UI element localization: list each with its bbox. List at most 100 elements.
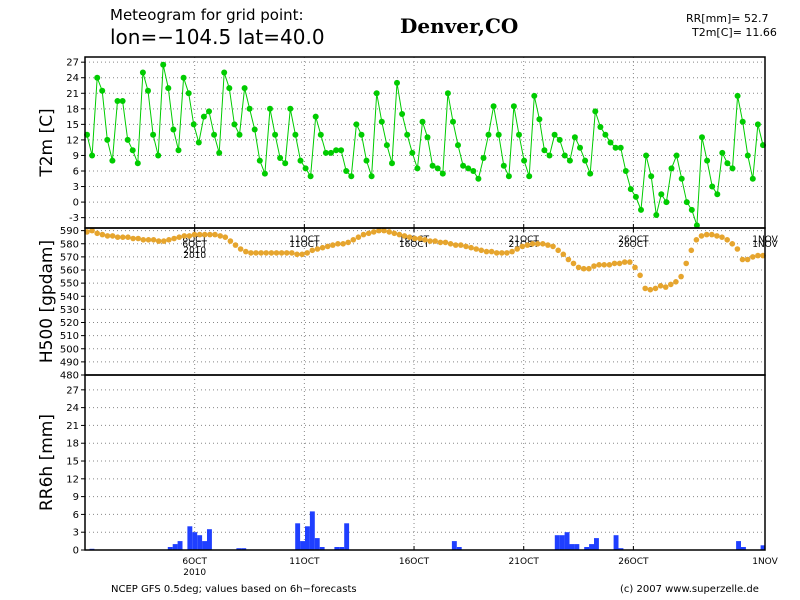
t2m-point bbox=[282, 160, 289, 167]
h500-point bbox=[724, 237, 730, 243]
t2m-point bbox=[455, 142, 461, 149]
h500-point bbox=[755, 252, 761, 259]
y-tick-label: 15 bbox=[66, 120, 79, 131]
t2m-point bbox=[236, 131, 243, 138]
h500-point bbox=[391, 230, 398, 237]
t2m-point bbox=[617, 144, 624, 151]
t2m-point bbox=[373, 90, 380, 97]
header-line1: Meteogram for grid point: bbox=[110, 6, 304, 24]
t2m-point bbox=[139, 69, 146, 76]
h500-point bbox=[524, 242, 531, 248]
y-tick-label: 490 bbox=[60, 357, 79, 368]
t2m-point bbox=[404, 131, 411, 138]
h500-point bbox=[642, 285, 648, 292]
t2m-point bbox=[450, 118, 456, 125]
x-tick-label: 26OCT bbox=[618, 557, 649, 567]
h500-point bbox=[478, 247, 485, 254]
h500-point bbox=[171, 235, 177, 242]
t2m-point bbox=[307, 173, 314, 180]
h500-point bbox=[243, 248, 249, 255]
h500-point bbox=[509, 248, 515, 255]
t2m-point bbox=[419, 118, 426, 125]
rr6h-bar bbox=[574, 544, 580, 550]
x-tick-label: 6OCT bbox=[182, 557, 207, 567]
y-tick-label: 3 bbox=[73, 528, 79, 539]
t2m-point bbox=[368, 173, 375, 180]
t2m-point bbox=[587, 170, 594, 177]
rr6h-bar bbox=[295, 523, 301, 550]
y-tick-label: 550 bbox=[60, 279, 79, 290]
t2m-point bbox=[551, 131, 558, 138]
h500-point bbox=[345, 239, 352, 246]
rr6h-bar bbox=[554, 535, 560, 550]
rr6h-bar bbox=[197, 535, 203, 550]
y-tick-label: 12 bbox=[66, 474, 79, 485]
h500-point bbox=[452, 242, 459, 248]
t2m-point bbox=[612, 144, 619, 151]
t2m-point bbox=[526, 173, 533, 180]
t2m-point bbox=[251, 126, 258, 133]
t2m-point bbox=[394, 79, 400, 86]
rr6h-bar bbox=[344, 523, 350, 550]
y-tick-label: 21 bbox=[66, 421, 79, 432]
y-tick-label: 3 bbox=[73, 182, 79, 193]
h500-point bbox=[268, 250, 275, 256]
h500-point bbox=[540, 241, 546, 247]
h500-point bbox=[140, 237, 147, 243]
panel-1: 480 490 500 510 520 530 540 550 560 570 580 590 6OCT… bbox=[37, 226, 779, 381]
t2m-point bbox=[170, 126, 177, 133]
footer-source: NCEP GFS 0.5deg; values based on 6h−fore… bbox=[111, 584, 357, 595]
rr6h-bar bbox=[559, 535, 565, 550]
y-tick-label: 480 bbox=[60, 371, 79, 382]
h500-point bbox=[99, 231, 106, 238]
rr6h-bar bbox=[760, 545, 766, 550]
t2m-point bbox=[627, 186, 634, 193]
h500-point bbox=[529, 241, 536, 247]
rr6h-bar bbox=[187, 526, 193, 550]
h500-point bbox=[258, 250, 264, 256]
t2m-point bbox=[261, 170, 268, 177]
h500-point bbox=[360, 231, 367, 238]
h500-point bbox=[739, 256, 746, 263]
t2m-point bbox=[582, 157, 589, 164]
h500-point bbox=[668, 281, 674, 288]
t2m-point bbox=[221, 69, 228, 76]
t2m-point bbox=[383, 142, 390, 149]
t2m-mean: T2m[C]= 11.66 bbox=[692, 26, 777, 39]
t2m-point bbox=[643, 152, 650, 159]
t2m-line bbox=[86, 64, 764, 226]
h500-point bbox=[673, 279, 679, 285]
t2m-point bbox=[292, 131, 299, 138]
t2m-point bbox=[114, 98, 121, 104]
y-tick-label: 0 bbox=[73, 546, 79, 557]
h500-point bbox=[89, 227, 95, 234]
t2m-point bbox=[607, 139, 614, 146]
h500-point bbox=[637, 272, 643, 279]
t2m-point bbox=[500, 162, 507, 169]
location-title: Denver,CO bbox=[400, 14, 519, 38]
y-tick-label: 560 bbox=[60, 266, 79, 277]
x-year-label: 2010 bbox=[183, 246, 206, 256]
t2m-point bbox=[389, 160, 395, 167]
t2m-point bbox=[460, 162, 467, 169]
t2m-point bbox=[89, 152, 96, 159]
h500-point bbox=[570, 260, 577, 267]
h500-point bbox=[662, 284, 669, 290]
t2m-point bbox=[536, 116, 543, 123]
t2m-point bbox=[516, 131, 522, 138]
t2m-point bbox=[424, 134, 431, 141]
t2m-point bbox=[729, 165, 736, 172]
rr6h-bar bbox=[334, 547, 340, 550]
t2m-point bbox=[663, 199, 670, 206]
h500-point bbox=[483, 248, 490, 255]
y-tick-label: 570 bbox=[60, 252, 79, 263]
x-tick-label: 16OCT bbox=[399, 240, 430, 250]
h500-point bbox=[330, 242, 336, 248]
t2m-point bbox=[104, 136, 111, 143]
t2m-point bbox=[256, 157, 263, 164]
t2m-point bbox=[531, 92, 538, 99]
h500-point bbox=[109, 233, 116, 239]
rr6h-bar bbox=[613, 535, 619, 550]
panel-frame bbox=[84, 374, 766, 551]
